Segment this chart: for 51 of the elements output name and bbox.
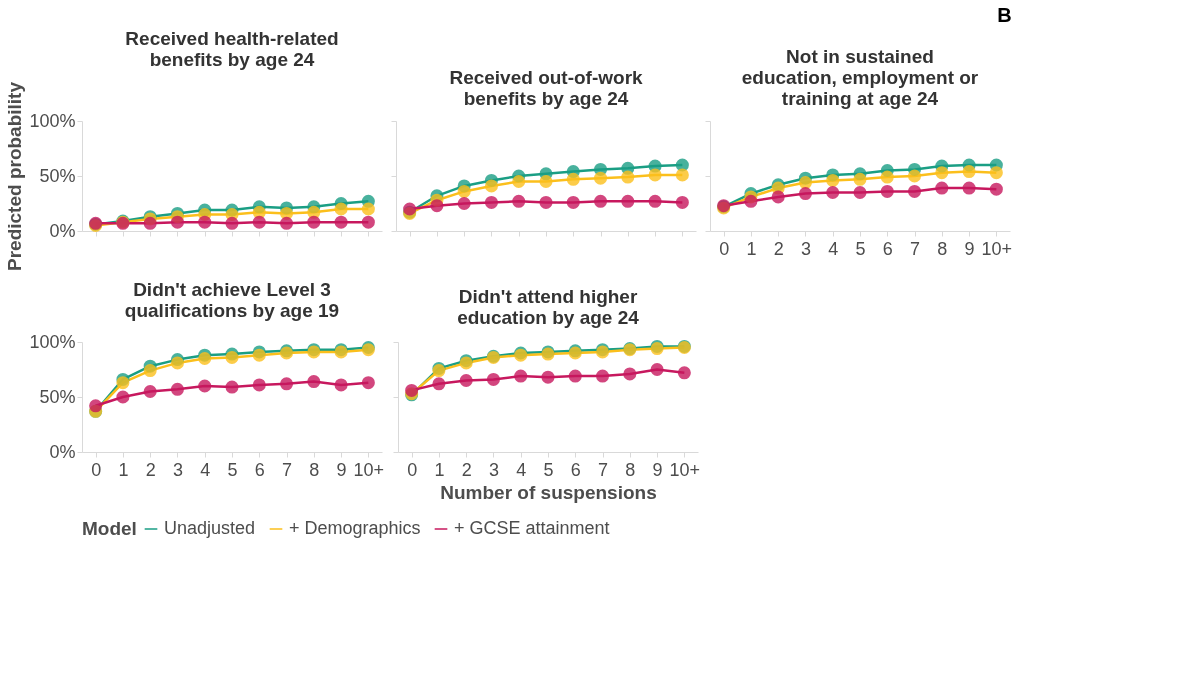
x-tick-label: 6 (570, 459, 581, 480)
x-tick-label: 1 (118, 459, 129, 480)
x-tick-label: 8 (625, 459, 636, 480)
x-tick-label: 3 (488, 459, 499, 480)
chart-title: Didn't achieve Level 3 qualifications by age 19 (124, 279, 340, 321)
x-tick-label: 8 (309, 459, 320, 480)
chart-title: Received out-of-work benefits by age 24 (449, 66, 644, 109)
x-tick-label: 1 (434, 459, 445, 480)
y-tick-label: 100% (29, 110, 76, 131)
y-axis-title: Predicted probability (4, 81, 26, 271)
legend-title: Model (82, 518, 137, 539)
x-tick-label: 7 (910, 238, 921, 259)
x-tick-label: 10+ (981, 238, 1013, 259)
text: B (997, 3, 1012, 26)
x-tick-label: 4 (516, 459, 527, 480)
x-tick-label: 4 (828, 238, 839, 259)
x-tick-label: 7 (282, 459, 293, 480)
x-tick-label: 8 (937, 238, 948, 259)
x-tick-label: 0 (91, 459, 102, 480)
y-tick-label: 0% (49, 441, 76, 462)
x-tick-label: 5 (855, 238, 866, 259)
x-tick-label: 6 (882, 238, 893, 259)
y-tick-label: 50% (39, 165, 76, 186)
x-tick-label: 2 (145, 459, 156, 480)
x-tick-label: 6 (254, 459, 265, 480)
chart-title: Not in sustained education, employment or training at age 24 (741, 45, 979, 109)
x-tick-label: 0 (719, 238, 730, 259)
x-tick-label: 1 (746, 238, 757, 259)
y-tick-label: 100% (29, 331, 76, 352)
x-tick-label: 9 (336, 459, 347, 480)
y-tick-label: 50% (39, 386, 76, 407)
x-tick-label: 9 (964, 238, 975, 259)
chart-title: Received health-related benefits by age 24 (125, 27, 339, 70)
legend-label: Unadjusted (164, 518, 256, 538)
x-tick-label: 10+ (669, 459, 701, 480)
x-tick-label: 5 (227, 459, 238, 480)
x-tick-label: 3 (800, 238, 811, 259)
x-tick-label: 10+ (353, 459, 385, 480)
legend-label: + Demographics (289, 518, 421, 538)
x-tick-label: 3 (172, 459, 183, 480)
x-tick-label: 7 (598, 459, 609, 480)
x-tick-label: 4 (200, 459, 211, 480)
legend-label: + GCSE attainment (454, 518, 610, 538)
x-tick-label: 0 (407, 459, 418, 480)
x-tick-label: 2 (461, 459, 472, 480)
x-tick-label: 5 (543, 459, 554, 480)
x-tick-label: 2 (773, 238, 784, 259)
chart-title: Didn't attend higher education by age 24 (457, 285, 640, 328)
x-axis-title: Number of suspensions (440, 481, 657, 503)
x-tick-label: 9 (652, 459, 663, 480)
y-tick-label: 0% (49, 220, 76, 241)
